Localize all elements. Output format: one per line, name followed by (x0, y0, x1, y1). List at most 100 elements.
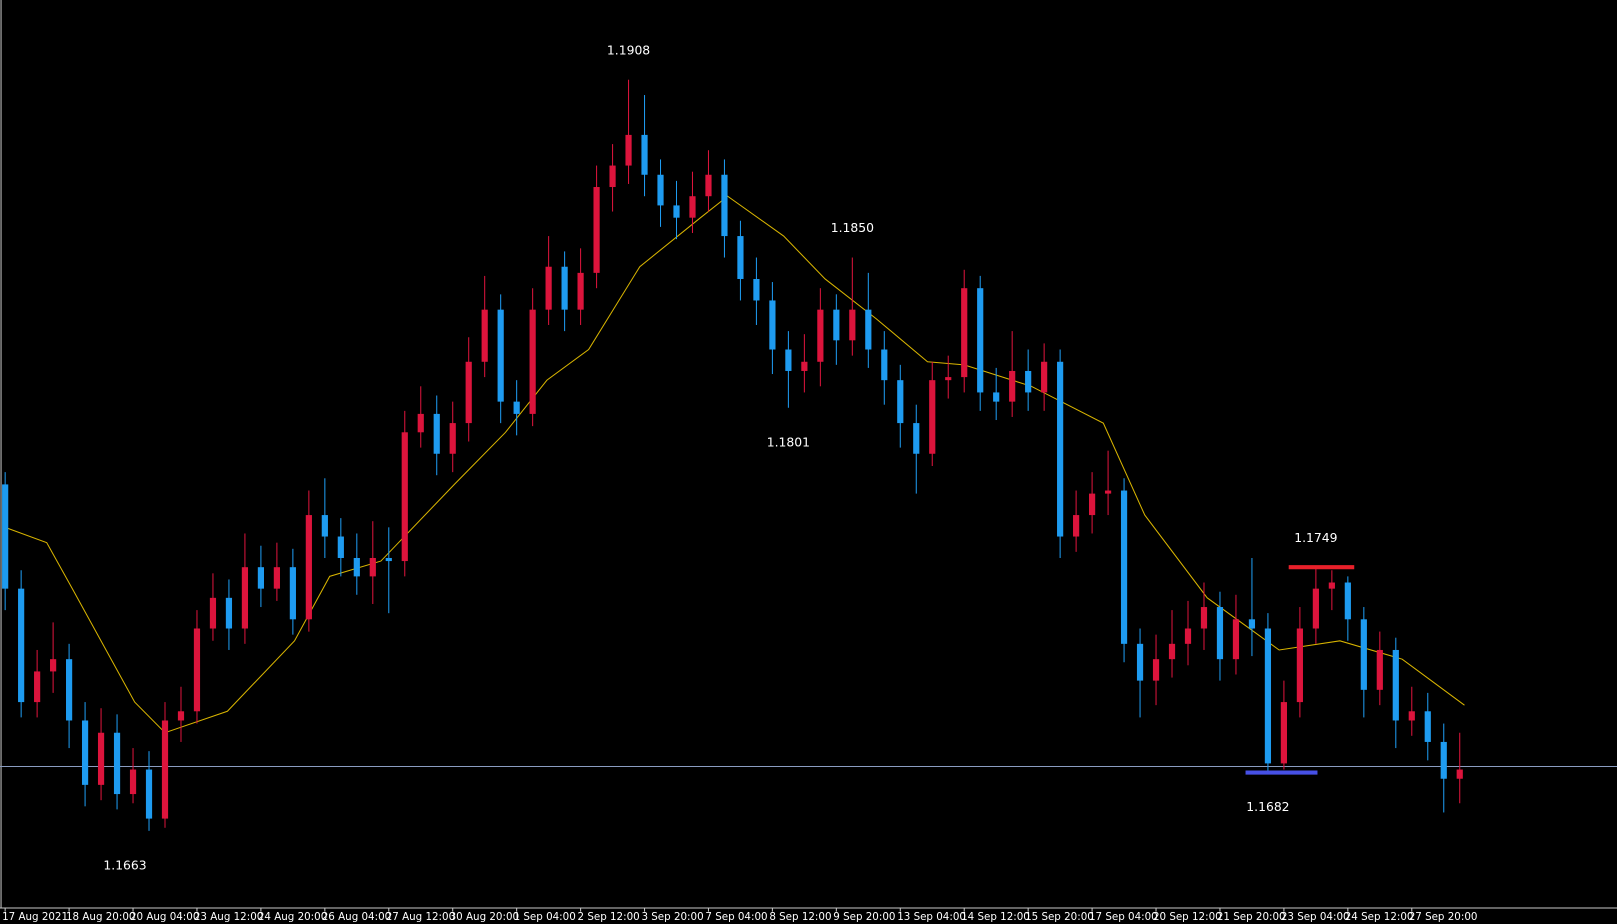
candle-body (657, 174, 664, 206)
candle-body (1360, 619, 1367, 690)
price-annotation: 1.1908 (607, 43, 650, 57)
x-tick-label: 2 Sep 12:00 (578, 911, 640, 923)
candle-body (241, 567, 249, 629)
x-tick-label: 7 Sep 04:00 (705, 911, 767, 923)
candle-body (1424, 711, 1431, 742)
candle-body (769, 300, 776, 350)
candle-body (273, 567, 280, 589)
candle-body (593, 187, 600, 273)
x-tick-label: 8 Sep 12:00 (769, 911, 831, 923)
candle-body (1184, 628, 1192, 644)
candle-body (1136, 643, 1144, 681)
candle-body (545, 266, 552, 310)
candle-body (961, 288, 968, 378)
candle-body (193, 628, 201, 712)
candle-body (369, 557, 376, 577)
candle-body (1280, 702, 1287, 764)
candle-body (561, 266, 568, 310)
candle-body (705, 174, 712, 197)
candle-body (513, 401, 520, 414)
candle-body (433, 413, 440, 454)
candle-body (1089, 493, 1096, 516)
price-annotation: 1.1749 (1294, 531, 1337, 545)
price-annotation: 1.1801 (767, 435, 810, 449)
candle-body (1104, 490, 1112, 494)
candle-body (1264, 628, 1272, 764)
candle-body (945, 377, 952, 381)
candle-body (737, 236, 744, 279)
candle-body (481, 309, 488, 362)
candle-body (1120, 490, 1128, 644)
candle-body (305, 515, 312, 620)
candle-body (929, 380, 936, 454)
x-tick-label: 20 Aug 04:00 (130, 911, 199, 923)
candle-body (833, 309, 840, 341)
candle-body (2, 484, 9, 589)
candle-body (801, 361, 808, 371)
x-tick-label: 14 Sep 12:00 (961, 911, 1030, 923)
candle-body (337, 536, 344, 558)
x-tick-label: 18 Aug 20:00 (66, 911, 135, 923)
candle-body (1009, 370, 1016, 402)
candle-body (1041, 361, 1048, 393)
candle-body (257, 567, 264, 589)
candle-body (1216, 607, 1224, 660)
plot-area: 1.1908 1.1850 1.1801 1.1749 1.1682 1.1663 (0, 43, 1617, 872)
candle-body (1328, 582, 1335, 589)
candle-body (353, 557, 360, 577)
candle-body (66, 659, 73, 721)
candle-body (401, 432, 408, 562)
candle-body (289, 567, 296, 620)
x-tick-label: 23 Sep 04:00 (1281, 911, 1350, 923)
x-tick-label: 1 Sep 04:00 (514, 911, 576, 923)
candle-body (1312, 588, 1319, 629)
candle-body (161, 720, 169, 819)
x-tick-label: 17 Aug 2021 (2, 911, 68, 923)
price-annotation: 1.1850 (831, 221, 874, 235)
candle-body (1456, 769, 1463, 779)
candle-body (1152, 659, 1160, 681)
candle-body (18, 588, 25, 703)
candle-body (993, 392, 1000, 402)
candle-body (497, 309, 504, 402)
candle-body (817, 309, 824, 362)
candle-body (1440, 741, 1447, 779)
candle-body (385, 557, 392, 562)
candle-body (673, 205, 680, 218)
candle-body (34, 671, 41, 703)
x-tick-label: 24 Aug 20:00 (258, 911, 327, 923)
candle-body (145, 769, 153, 819)
candle-body (721, 174, 728, 237)
candle-body (529, 309, 536, 414)
candle-body (577, 272, 584, 310)
x-tick-label: 20 Sep 12:00 (1153, 911, 1222, 923)
candle-body (465, 361, 472, 424)
x-tick-label: 26 Aug 04:00 (322, 911, 391, 923)
candle-body (1296, 628, 1303, 703)
candle-body (913, 423, 920, 454)
candle-body (881, 349, 888, 381)
candle-body (977, 288, 984, 393)
candle-body (1168, 643, 1176, 660)
candle-body (865, 309, 872, 350)
candle-body (177, 711, 185, 721)
candle-body (1248, 619, 1256, 629)
x-tick-label: 30 Aug 20:00 (450, 911, 519, 923)
candle-body (417, 413, 424, 433)
candle-body (1057, 361, 1064, 537)
price-annotation: 1.1663 (103, 858, 146, 872)
candle-body (321, 515, 328, 537)
price-annotation: 1.1682 (1246, 800, 1289, 814)
moving-average (4, 195, 1465, 734)
x-tick-label: 23 Aug 12:00 (194, 911, 263, 923)
x-tick-label: 17 Sep 04:00 (1089, 911, 1158, 923)
candle-body (50, 659, 57, 672)
candle-body (449, 423, 456, 454)
candle-body (609, 165, 616, 188)
x-tick-label: 27 Aug 12:00 (386, 911, 455, 923)
candle-body (1025, 370, 1032, 393)
x-tick-label: 9 Sep 20:00 (833, 911, 895, 923)
